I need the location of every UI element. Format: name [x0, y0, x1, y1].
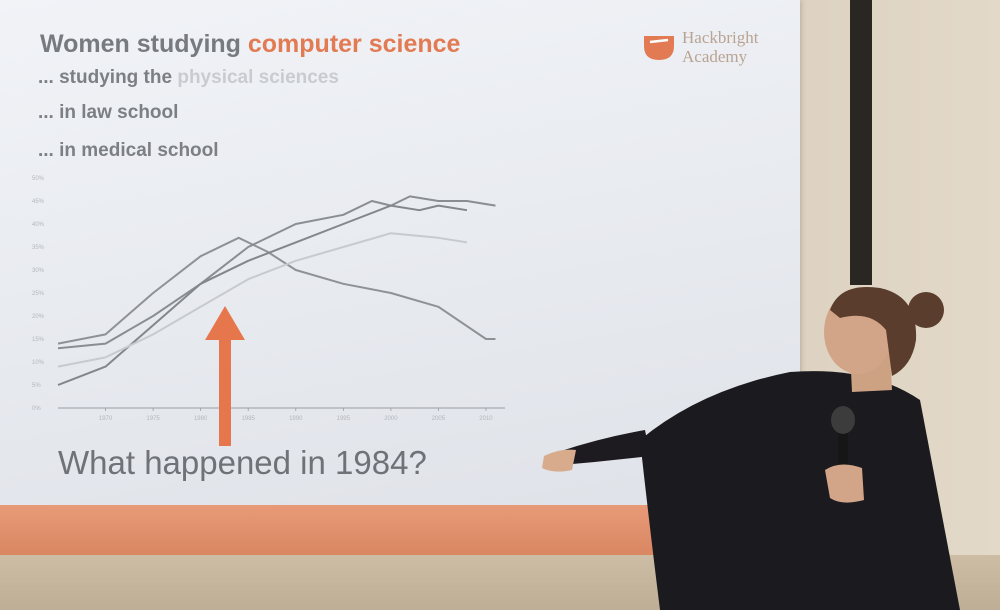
x-tick-label: 1985 — [242, 416, 256, 422]
slide-line-law-school: ... in law school — [38, 102, 179, 123]
slide-title-plain: Women studying — [40, 30, 248, 58]
y-tick-label: 15% — [32, 337, 45, 343]
screen-frame-post — [850, 0, 872, 285]
slide-title: Women studying computer science — [40, 30, 460, 59]
line-chart: 0% 5% 10% 15% 20% 25% 30% 35% 40% 45% 50% 1970 1975 1… — [32, 176, 505, 422]
x-tick-label: 1970 — [99, 416, 113, 422]
presenter-hair — [830, 286, 917, 376]
y-tick-label: 45% — [32, 199, 45, 205]
slide-line-prefix: ... studying the — [38, 67, 178, 88]
series-line-4 — [57, 232, 468, 368]
x-tick-label: 1990 — [289, 416, 303, 422]
hackbright-logo: Hackbright Academy — [642, 28, 792, 74]
presenter — [542, 286, 960, 610]
y-tick-label: 25% — [32, 291, 45, 297]
series-line-2 — [57, 195, 496, 350]
hackbright-logo-icon — [644, 36, 674, 60]
y-tick-label: 40% — [32, 222, 45, 228]
slide-question: What happened in 1984? — [58, 444, 427, 481]
up-arrow-icon — [205, 306, 245, 446]
slide-line-physical-sciences: ... studying the physical sciences — [38, 67, 339, 89]
y-tick-label: 50% — [32, 176, 45, 182]
series-line-3 — [57, 204, 468, 386]
y-tick-label: 0% — [32, 406, 41, 412]
y-tick-label: 35% — [32, 245, 45, 251]
x-tick-label: 2000 — [384, 416, 398, 422]
x-tick-label: 2010 — [479, 416, 493, 422]
x-tick-label: 2005 — [432, 416, 446, 422]
microphone-head — [831, 406, 855, 434]
logo-line-2: Academy — [682, 47, 748, 66]
y-tick-label: 10% — [32, 360, 45, 366]
projection-screen: Women studying computer science ... stud… — [0, 0, 800, 505]
x-tick-label: 1995 — [337, 416, 351, 422]
presenter-hand — [542, 449, 576, 472]
y-tick-label: 20% — [32, 314, 45, 320]
screen-footer-band — [0, 505, 770, 555]
logo-line-1: Hackbright — [682, 28, 759, 47]
slide-title-accent: computer science — [247, 30, 461, 58]
logo-text: Hackbright Academy — [682, 28, 758, 66]
x-tick-label: 1975 — [146, 416, 160, 422]
x-tick-label: 1980 — [194, 416, 208, 422]
series-line-1 — [57, 236, 496, 345]
slide-line-medical-school: ... in medical school — [38, 140, 219, 161]
y-tick-label: 5% — [32, 383, 41, 389]
y-tick-label: 30% — [32, 268, 45, 274]
slide-line-faint-text: physical sciences — [177, 67, 339, 88]
